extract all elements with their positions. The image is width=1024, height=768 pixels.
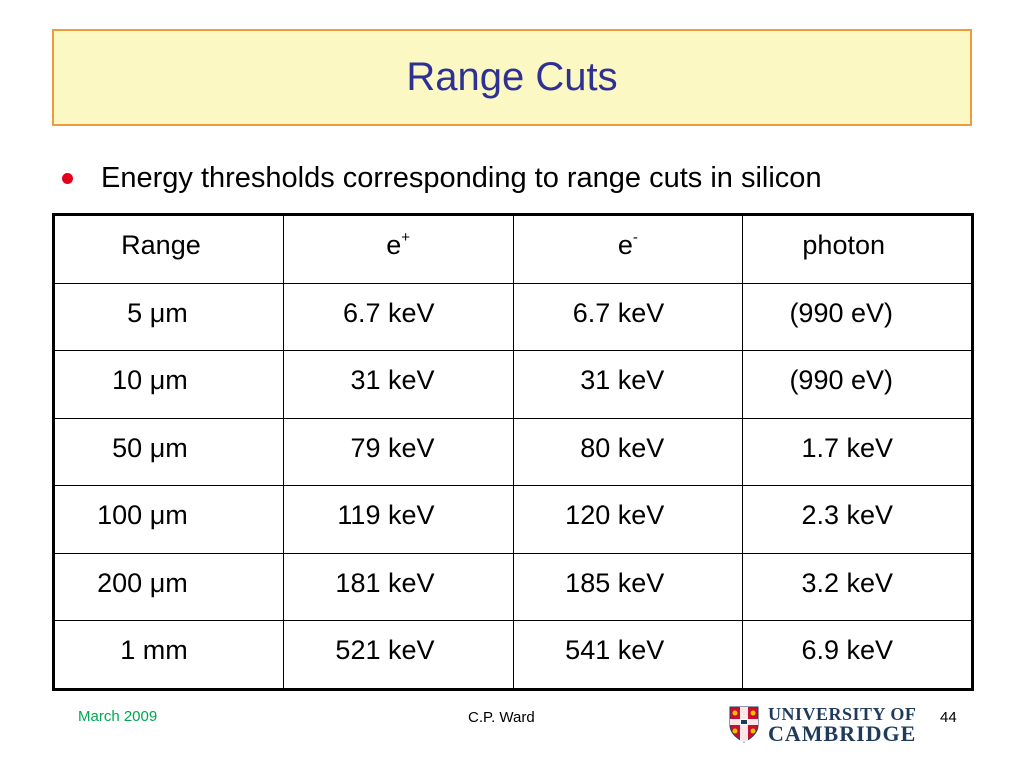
table-row: 1 mm 521 keV 541 keV 6.9 keV <box>53 620 973 690</box>
table-row: 100 μm 119 keV 120 keV 2.3 keV <box>53 485 973 554</box>
cell-photon: 6.9 keV <box>742 620 973 690</box>
header-eplus: e+ <box>282 214 514 284</box>
logo-line1: UNIVERSITY OF <box>768 704 917 724</box>
table-row: 200 μm 181 keV 185 keV 3.2 keV <box>53 552 973 622</box>
cell-eplus: 181 keV <box>282 552 514 622</box>
bullet-line: Energy thresholds corresponding to range… <box>62 158 822 198</box>
cell-photon: 1.7 keV <box>742 417 973 487</box>
cell-range: 100 μm <box>53 485 284 554</box>
cell-eminus: 185 keV <box>512 552 744 622</box>
header-eminus: e- <box>512 214 744 284</box>
page-number: 44 <box>940 709 957 726</box>
cell-range: 5 μm <box>53 282 284 352</box>
table-row: 50 μm 79 keV 80 keV 1.7 keV <box>53 417 973 487</box>
table-row: 10 μm 31 keV 31 keV (990 eV) <box>53 350 973 419</box>
cell-photon: 2.3 keV <box>742 485 973 554</box>
university-logo: UNIVERSITY OF CAMBRIDGE <box>728 702 916 746</box>
cell-eminus: 6.7 keV <box>512 282 744 352</box>
cell-range: 50 μm <box>53 417 284 487</box>
slide-title: Range Cuts <box>406 55 618 99</box>
thresholds-table: Range e+ e- photon 5 μm 6.7 keV 6.7 keV … <box>52 213 974 691</box>
cell-range: 1 mm <box>53 620 284 690</box>
header-photon: photon <box>742 214 973 284</box>
cell-eplus: 119 keV <box>282 485 514 554</box>
table-row: 5 μm 6.7 keV 6.7 keV (990 eV) <box>53 282 973 352</box>
cell-photon: 3.2 keV <box>742 552 973 622</box>
cell-photon: (990 eV) <box>742 350 973 419</box>
cell-eplus: 521 keV <box>282 620 514 690</box>
cell-eplus: 79 keV <box>282 417 514 487</box>
bullet-text: Energy thresholds corresponding to range… <box>101 161 822 194</box>
footer-author: C.P. Ward <box>468 709 535 726</box>
cambridge-crest-icon <box>729 706 759 743</box>
header-range: Range <box>53 214 284 284</box>
footer-date: March 2009 <box>78 708 158 725</box>
title-box: Range Cuts <box>52 29 972 126</box>
cell-photon: (990 eV) <box>742 282 973 352</box>
cell-range: 10 μm <box>53 350 284 419</box>
table-header-row: Range e+ e- photon <box>53 214 973 284</box>
cell-eminus: 80 keV <box>512 417 744 487</box>
logo-line2: CAMBRIDGE <box>768 721 917 746</box>
cell-eplus: 31 keV <box>282 350 514 419</box>
cell-eplus: 6.7 keV <box>282 282 514 352</box>
cell-eminus: 120 keV <box>512 485 744 554</box>
cell-eminus: 541 keV <box>512 620 744 690</box>
cell-eminus: 31 keV <box>512 350 744 419</box>
cell-range: 200 μm <box>53 552 284 622</box>
logo-text: UNIVERSITY OF CAMBRIDGE <box>768 704 917 746</box>
bullet-dot-icon <box>62 172 73 184</box>
